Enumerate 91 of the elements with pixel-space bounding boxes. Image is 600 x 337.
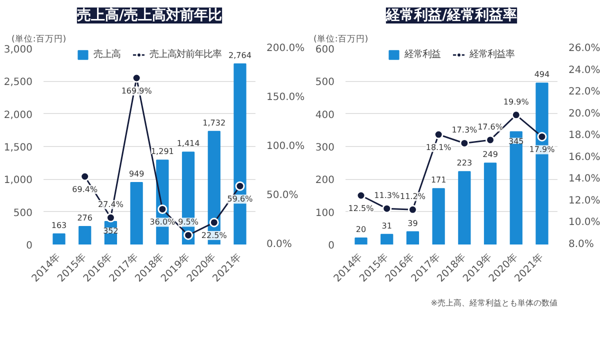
point (408, 204, 418, 214)
y2-tick-label: 26.0% (568, 43, 600, 54)
legend-label: 売上高対前年比率 (150, 48, 222, 61)
y-tick-label: 0 (26, 240, 33, 252)
chart-title: 売上高/売上高対前年比 (76, 6, 222, 24)
data-label: 2,764 (228, 50, 252, 60)
bar (52, 233, 66, 244)
bar (78, 226, 92, 244)
bar (510, 131, 522, 244)
data-label: 1,414 (176, 139, 200, 148)
y-axis-title: (単位:百万円) (314, 34, 368, 44)
y-tick-label: 500 (315, 77, 335, 88)
data-label: 949 (128, 170, 144, 178)
data-label: 249 (482, 150, 498, 160)
point (158, 204, 168, 214)
y2-tick-label: 22.0% (568, 86, 600, 98)
point (356, 190, 366, 200)
point (184, 230, 194, 240)
y2-tick-label: 8.0% (568, 239, 594, 250)
legend-label: 経常利益 (404, 48, 440, 61)
y-tick-label: 600 (315, 44, 335, 56)
bar (458, 171, 471, 244)
y-axis-title: (単位:百万円) (12, 34, 66, 44)
bar (130, 182, 143, 244)
data-label: 11.3% (374, 191, 400, 200)
y-tick-label: 400 (315, 110, 335, 121)
y-tick-label: 2,000 (4, 110, 33, 121)
y2-tick-label: 0.0% (266, 239, 292, 250)
data-label: 69.4% (72, 184, 98, 194)
data-label: 12.5% (348, 204, 374, 213)
y2-tick-label: 16.0% (568, 152, 600, 163)
y-tick-label: 0 (328, 240, 335, 252)
data-label: 31 (382, 221, 392, 230)
data-label: 17.6% (478, 122, 504, 132)
data-label: 17.3% (452, 126, 478, 135)
bar (406, 231, 420, 244)
data-label: 22.5% (201, 230, 228, 240)
y-tick-label: 200 (315, 175, 335, 186)
data-label: 1,291 (150, 147, 174, 156)
point (132, 73, 142, 83)
y-tick-label: 500 (13, 208, 33, 219)
legend-label: 経常利益率 (470, 48, 514, 61)
data-label: 27.4% (98, 200, 124, 210)
y2-tick-label: 20.0% (568, 108, 600, 120)
data-label: 169.9% (121, 86, 152, 96)
data-label: 223 (456, 158, 472, 168)
bar (380, 234, 394, 244)
data-label: 17.9% (529, 145, 556, 154)
text: ※売上高、経常利益とも単体の数値 (430, 298, 558, 308)
point (537, 132, 547, 142)
data-label: 19.9% (503, 97, 530, 106)
point (235, 181, 245, 191)
y2-tick-label: 14.0% (568, 174, 600, 185)
point (434, 130, 444, 140)
y2-tick-label: 200.0% (266, 43, 305, 54)
data-label: 18.1% (426, 143, 452, 152)
y2-tick-label: 150.0% (266, 92, 305, 103)
data-label: 39 (408, 218, 418, 228)
data-label: 276 (77, 213, 93, 222)
point (80, 172, 90, 182)
data-label: 11.2% (400, 192, 426, 202)
bar (354, 237, 368, 244)
data-label: 20 (356, 224, 366, 234)
y-tick-label: 300 (315, 142, 335, 154)
data-label: 36.0% (150, 218, 176, 227)
y2-tick-label: 10.0% (568, 217, 600, 228)
data-label: 1,732 (202, 118, 226, 128)
point (209, 218, 219, 228)
legend-label: 売上高 (94, 48, 120, 61)
y2-tick-label: 50.0% (266, 190, 298, 201)
data-label: 345 (508, 136, 524, 146)
y-tick-label: 100 (315, 208, 335, 219)
y-tick-label: 1,500 (4, 142, 33, 154)
data-label: 494 (534, 70, 550, 80)
y-tick-label: 1,000 (4, 175, 33, 186)
data-label: 9.5% (178, 218, 199, 227)
data-label: 352 (103, 226, 118, 236)
point (382, 204, 392, 214)
point (486, 135, 496, 145)
y2-tick-label: 24.0% (568, 64, 600, 76)
data-label: 171 (430, 176, 446, 185)
y-tick-label: 2,500 (4, 77, 33, 88)
data-label: 59.6% (227, 194, 254, 204)
y-tick-label: 3,000 (4, 44, 33, 56)
bar (484, 162, 497, 244)
point (511, 110, 521, 120)
bar (432, 188, 445, 244)
data-label: 163 (51, 220, 67, 230)
y2-tick-label: 18.0% (568, 130, 600, 142)
y2-tick-label: 100.0% (266, 141, 305, 152)
y2-tick-label: 12.0% (568, 195, 600, 206)
